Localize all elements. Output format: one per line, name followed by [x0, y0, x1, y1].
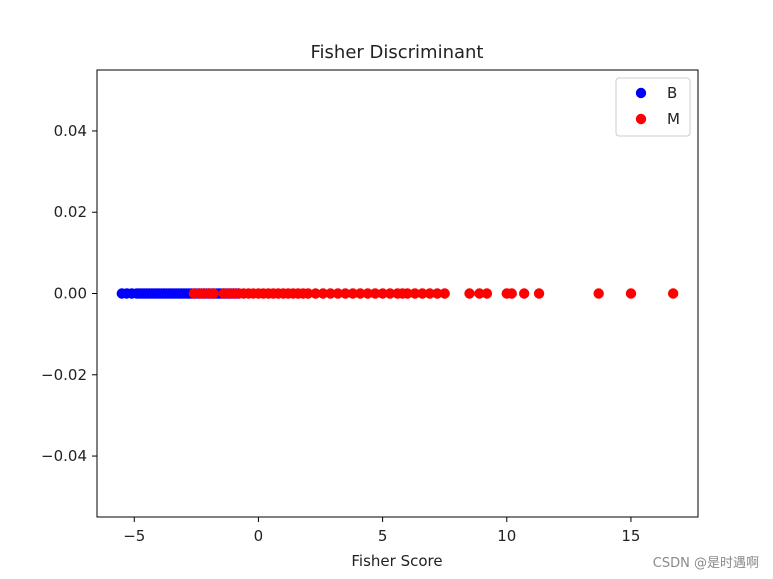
data-point-m — [518, 288, 530, 299]
legend-marker-m — [635, 113, 647, 125]
watermark-text: CSDN @是时遇啊 — [652, 556, 759, 571]
data-point-m — [384, 288, 396, 299]
data-point-m — [355, 288, 366, 299]
data-point-m — [377, 288, 388, 299]
data-point-m — [369, 288, 381, 299]
legend-label-b: B — [667, 84, 677, 102]
data-point-m — [347, 288, 358, 299]
legend: BM — [615, 77, 691, 137]
x-tick-label: 5 — [378, 527, 388, 545]
legend-label-m: M — [667, 110, 680, 128]
y-tick-label: 0.04 — [54, 122, 87, 140]
data-point-m — [625, 288, 637, 299]
axis-ticks: −5 0 5 10 15 0.04 0.02 0.00 −0.02 −0.04 — [41, 122, 640, 545]
x-axis-label: Fisher Score — [351, 552, 442, 570]
plot-area — [116, 288, 679, 299]
data-point-m — [208, 288, 219, 299]
data-point-m — [533, 288, 545, 299]
x-tick-label: −5 — [123, 527, 145, 545]
y-tick-label: −0.02 — [41, 366, 87, 384]
data-point-m — [439, 288, 450, 299]
legend-box — [615, 77, 691, 137]
y-tick-label: −0.04 — [41, 447, 87, 465]
x-tick-label: 0 — [254, 527, 264, 545]
data-point-m — [340, 288, 351, 299]
data-point-m — [474, 288, 485, 299]
data-point-m — [302, 288, 314, 299]
chart-title: Fisher Discriminant — [310, 42, 483, 63]
data-point-m — [481, 288, 493, 299]
data-point-m — [402, 288, 413, 299]
y-tick-label: 0.02 — [54, 203, 87, 221]
data-point-m — [424, 288, 435, 299]
legend-marker-b — [635, 87, 647, 99]
data-point-m — [317, 288, 329, 299]
data-point-m — [667, 288, 679, 299]
data-point-m — [593, 288, 604, 299]
x-tick-label: 10 — [497, 527, 516, 545]
data-point-m — [325, 288, 336, 299]
data-point-m — [332, 288, 344, 299]
data-point-m — [310, 288, 321, 299]
data-point-m — [417, 288, 428, 299]
data-point-m — [506, 288, 517, 299]
y-tick-label: 0.00 — [54, 285, 87, 303]
data-point-m — [432, 288, 443, 299]
x-tick-label: 15 — [621, 527, 640, 545]
data-point-m — [409, 288, 421, 299]
data-point-m — [464, 288, 475, 299]
data-point-m — [362, 288, 373, 299]
